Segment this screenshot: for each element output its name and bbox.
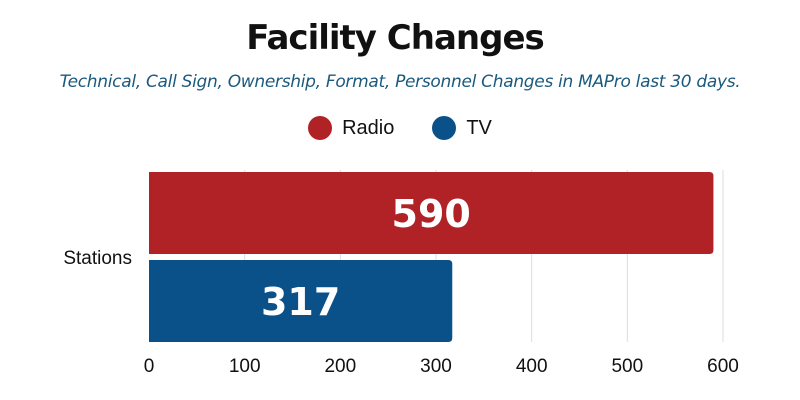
x-tick-label-500: 500 — [611, 356, 643, 377]
chart-legend: Radio TV — [0, 116, 800, 140]
bar-radio — [149, 172, 714, 254]
legend-swatch-tv — [432, 116, 457, 140]
legend-item-radio[interactable]: Radio — [308, 116, 394, 140]
x-tick-label-600: 600 — [707, 356, 739, 377]
x-tick-label-100: 100 — [229, 356, 261, 377]
y-category-label: Stations — [63, 248, 132, 269]
data-label-tv: 317 — [261, 280, 340, 324]
bar-tv — [149, 260, 453, 342]
legend-label-radio: Radio — [342, 116, 395, 139]
x-tick-label-0: 0 — [144, 356, 155, 377]
x-tick-label-200: 200 — [324, 356, 356, 377]
chart-title: Facility Changes — [246, 18, 545, 58]
data-label-radio: 590 — [392, 192, 471, 236]
chart-subtitle: Technical, Call Sign, Ownership, Format,… — [59, 72, 741, 92]
x-tick-label-400: 400 — [516, 356, 548, 377]
legend-swatch-radio — [308, 116, 333, 140]
legend-label-tv: TV — [466, 116, 492, 139]
x-tick-label-300: 300 — [420, 356, 452, 377]
legend-item-tv[interactable]: TV — [432, 116, 492, 140]
